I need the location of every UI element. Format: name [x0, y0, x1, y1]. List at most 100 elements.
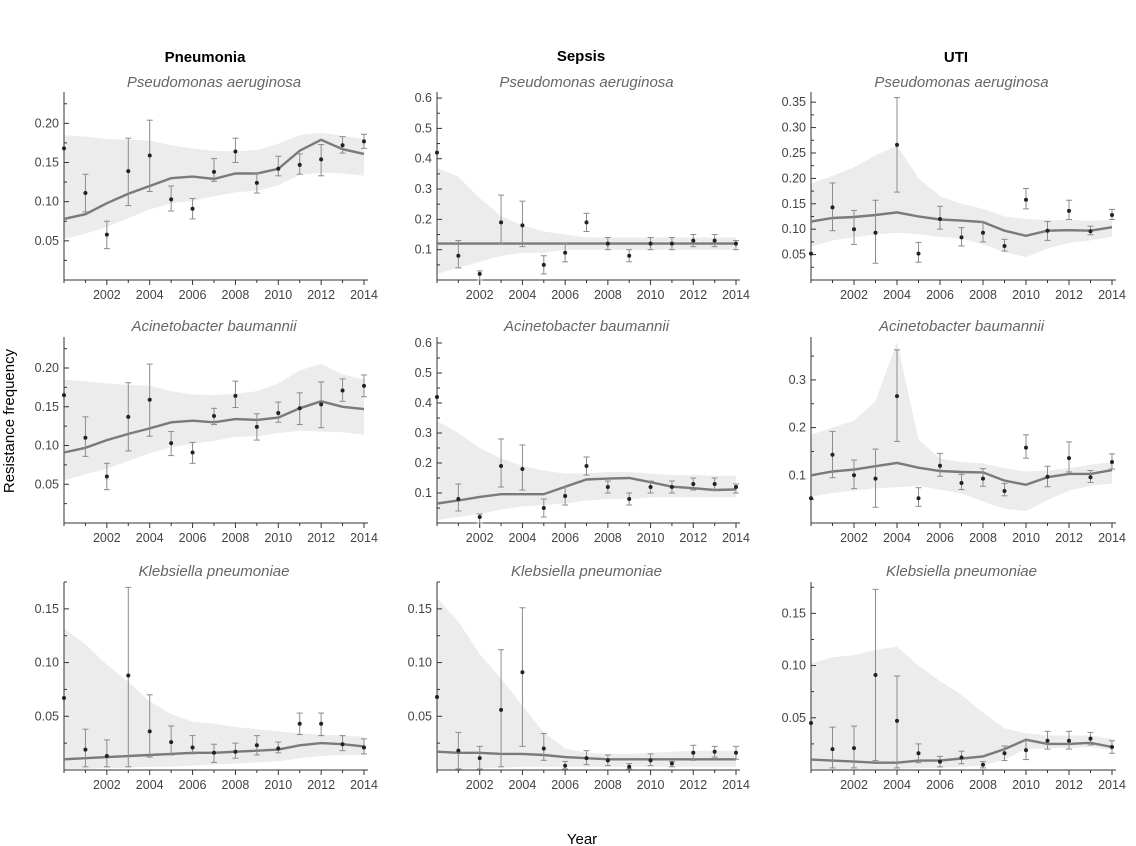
y-tick-label: 0.05 [408, 709, 432, 723]
data-point [435, 395, 439, 399]
data-point [938, 759, 942, 764]
x-tick-label: 2002 [93, 778, 121, 792]
y-tick-label: 0.3 [789, 373, 806, 387]
x-axis-label: Year [567, 831, 597, 846]
data-point [852, 227, 856, 232]
panel-title: Pseudomonas aeruginosa [499, 74, 673, 91]
data-point [62, 146, 66, 151]
y-tick-label: 0.05 [782, 711, 806, 725]
data-point [809, 721, 813, 725]
data-point [852, 746, 856, 751]
y-tick-label: 0.1 [415, 243, 432, 257]
data-point [627, 764, 632, 769]
data-point [233, 149, 238, 154]
x-tick-label: 2014 [722, 778, 750, 792]
x-tick-label: 2014 [350, 531, 378, 545]
data-point [212, 750, 216, 755]
data-point [691, 238, 696, 243]
panel-uti-klebsiella-pneumoniae: Klebsiella pneumoniae 2002 2004 2006 2008 201… [782, 563, 1126, 792]
x-tick-label: 2010 [264, 288, 292, 302]
y-tick-label: 0.30 [782, 121, 806, 135]
data-point [319, 402, 324, 407]
x-tick-label: 2006 [551, 531, 579, 545]
data-point [852, 473, 856, 478]
x-tick-label: 2014 [1098, 531, 1126, 545]
y-tick-label: 0.2 [789, 421, 806, 435]
y-tick-label: 0.5 [415, 366, 432, 380]
data-point [1067, 208, 1071, 213]
data-point [1024, 748, 1028, 753]
data-point [830, 747, 835, 752]
x-tick-label: 2006 [179, 531, 207, 545]
x-tick-label: 2008 [222, 288, 250, 302]
data-point [1002, 489, 1007, 494]
data-point [563, 494, 568, 498]
panel-title: Klebsiella pneumoniae [886, 563, 1037, 580]
confidence-band [437, 598, 736, 769]
data-point [340, 742, 345, 747]
x-tick-label: 2002 [93, 531, 121, 545]
panel-title: Klebsiella pneumoniae [511, 563, 662, 580]
y-tick-label: 0.4 [415, 152, 432, 166]
data-point [1067, 738, 1071, 743]
data-point [563, 250, 568, 255]
y-tick-label: 0.10 [782, 659, 806, 673]
data-point [169, 441, 174, 446]
x-tick-label: 2006 [551, 778, 579, 792]
panel-title: Pseudomonas aeruginosa [127, 74, 301, 91]
panel-sepsis-pseudomonas-aeruginosa: Pseudomonas aeruginosa 2002 2004 2006 2008 20… [415, 74, 750, 302]
data-point [605, 758, 610, 763]
data-point [981, 476, 985, 481]
x-tick-label: 2002 [840, 288, 868, 302]
data-point [916, 751, 921, 756]
y-tick-label: 0.20 [35, 116, 59, 130]
data-point [809, 496, 813, 501]
data-point [873, 476, 878, 481]
data-point [435, 150, 439, 155]
y-tick-label: 0.1 [789, 468, 806, 482]
data-point [456, 253, 461, 258]
data-point [648, 241, 653, 246]
data-point [916, 496, 921, 501]
data-point [1045, 738, 1050, 743]
data-point [254, 424, 259, 429]
y-tick-label: 0.05 [35, 234, 59, 248]
y-tick-label: 0.35 [782, 95, 806, 109]
x-tick-label: 2012 [307, 531, 335, 545]
data-point [669, 761, 674, 766]
data-point [1110, 459, 1114, 464]
data-point [233, 749, 238, 754]
data-point [499, 220, 504, 225]
data-point [319, 721, 324, 726]
x-tick-label: 2012 [1055, 288, 1083, 302]
x-tick-label: 2004 [509, 778, 537, 792]
data-point [648, 758, 653, 763]
x-tick-label: 2002 [466, 778, 494, 792]
x-tick-label: 2008 [222, 778, 250, 792]
y-tick-label: 0.05 [35, 709, 59, 723]
data-point [669, 241, 674, 246]
data-point [981, 230, 985, 235]
data-point [362, 139, 366, 144]
data-point [276, 166, 281, 171]
y-tick-label: 0.10 [782, 222, 806, 236]
y-tick-label: 0.10 [35, 439, 59, 453]
data-point [169, 197, 174, 202]
y-tick-label: 0.15 [35, 400, 59, 414]
confidence-band [811, 341, 1112, 512]
x-tick-label: 2010 [1012, 778, 1040, 792]
data-point [959, 480, 964, 485]
x-tick-label: 2012 [307, 288, 335, 302]
panel-title: Acinetobacter baumannii [503, 318, 670, 335]
data-point [584, 756, 589, 761]
data-point [584, 464, 589, 468]
data-point [1088, 736, 1093, 741]
x-tick-label: 2006 [179, 778, 207, 792]
data-point [938, 217, 942, 222]
data-point [712, 482, 717, 486]
column-titles: Pneumonia Sepsis UTI [165, 48, 969, 66]
panel-title: Acinetobacter baumannii [878, 318, 1045, 335]
data-point [734, 750, 738, 755]
y-tick-label: 0.05 [782, 248, 806, 262]
